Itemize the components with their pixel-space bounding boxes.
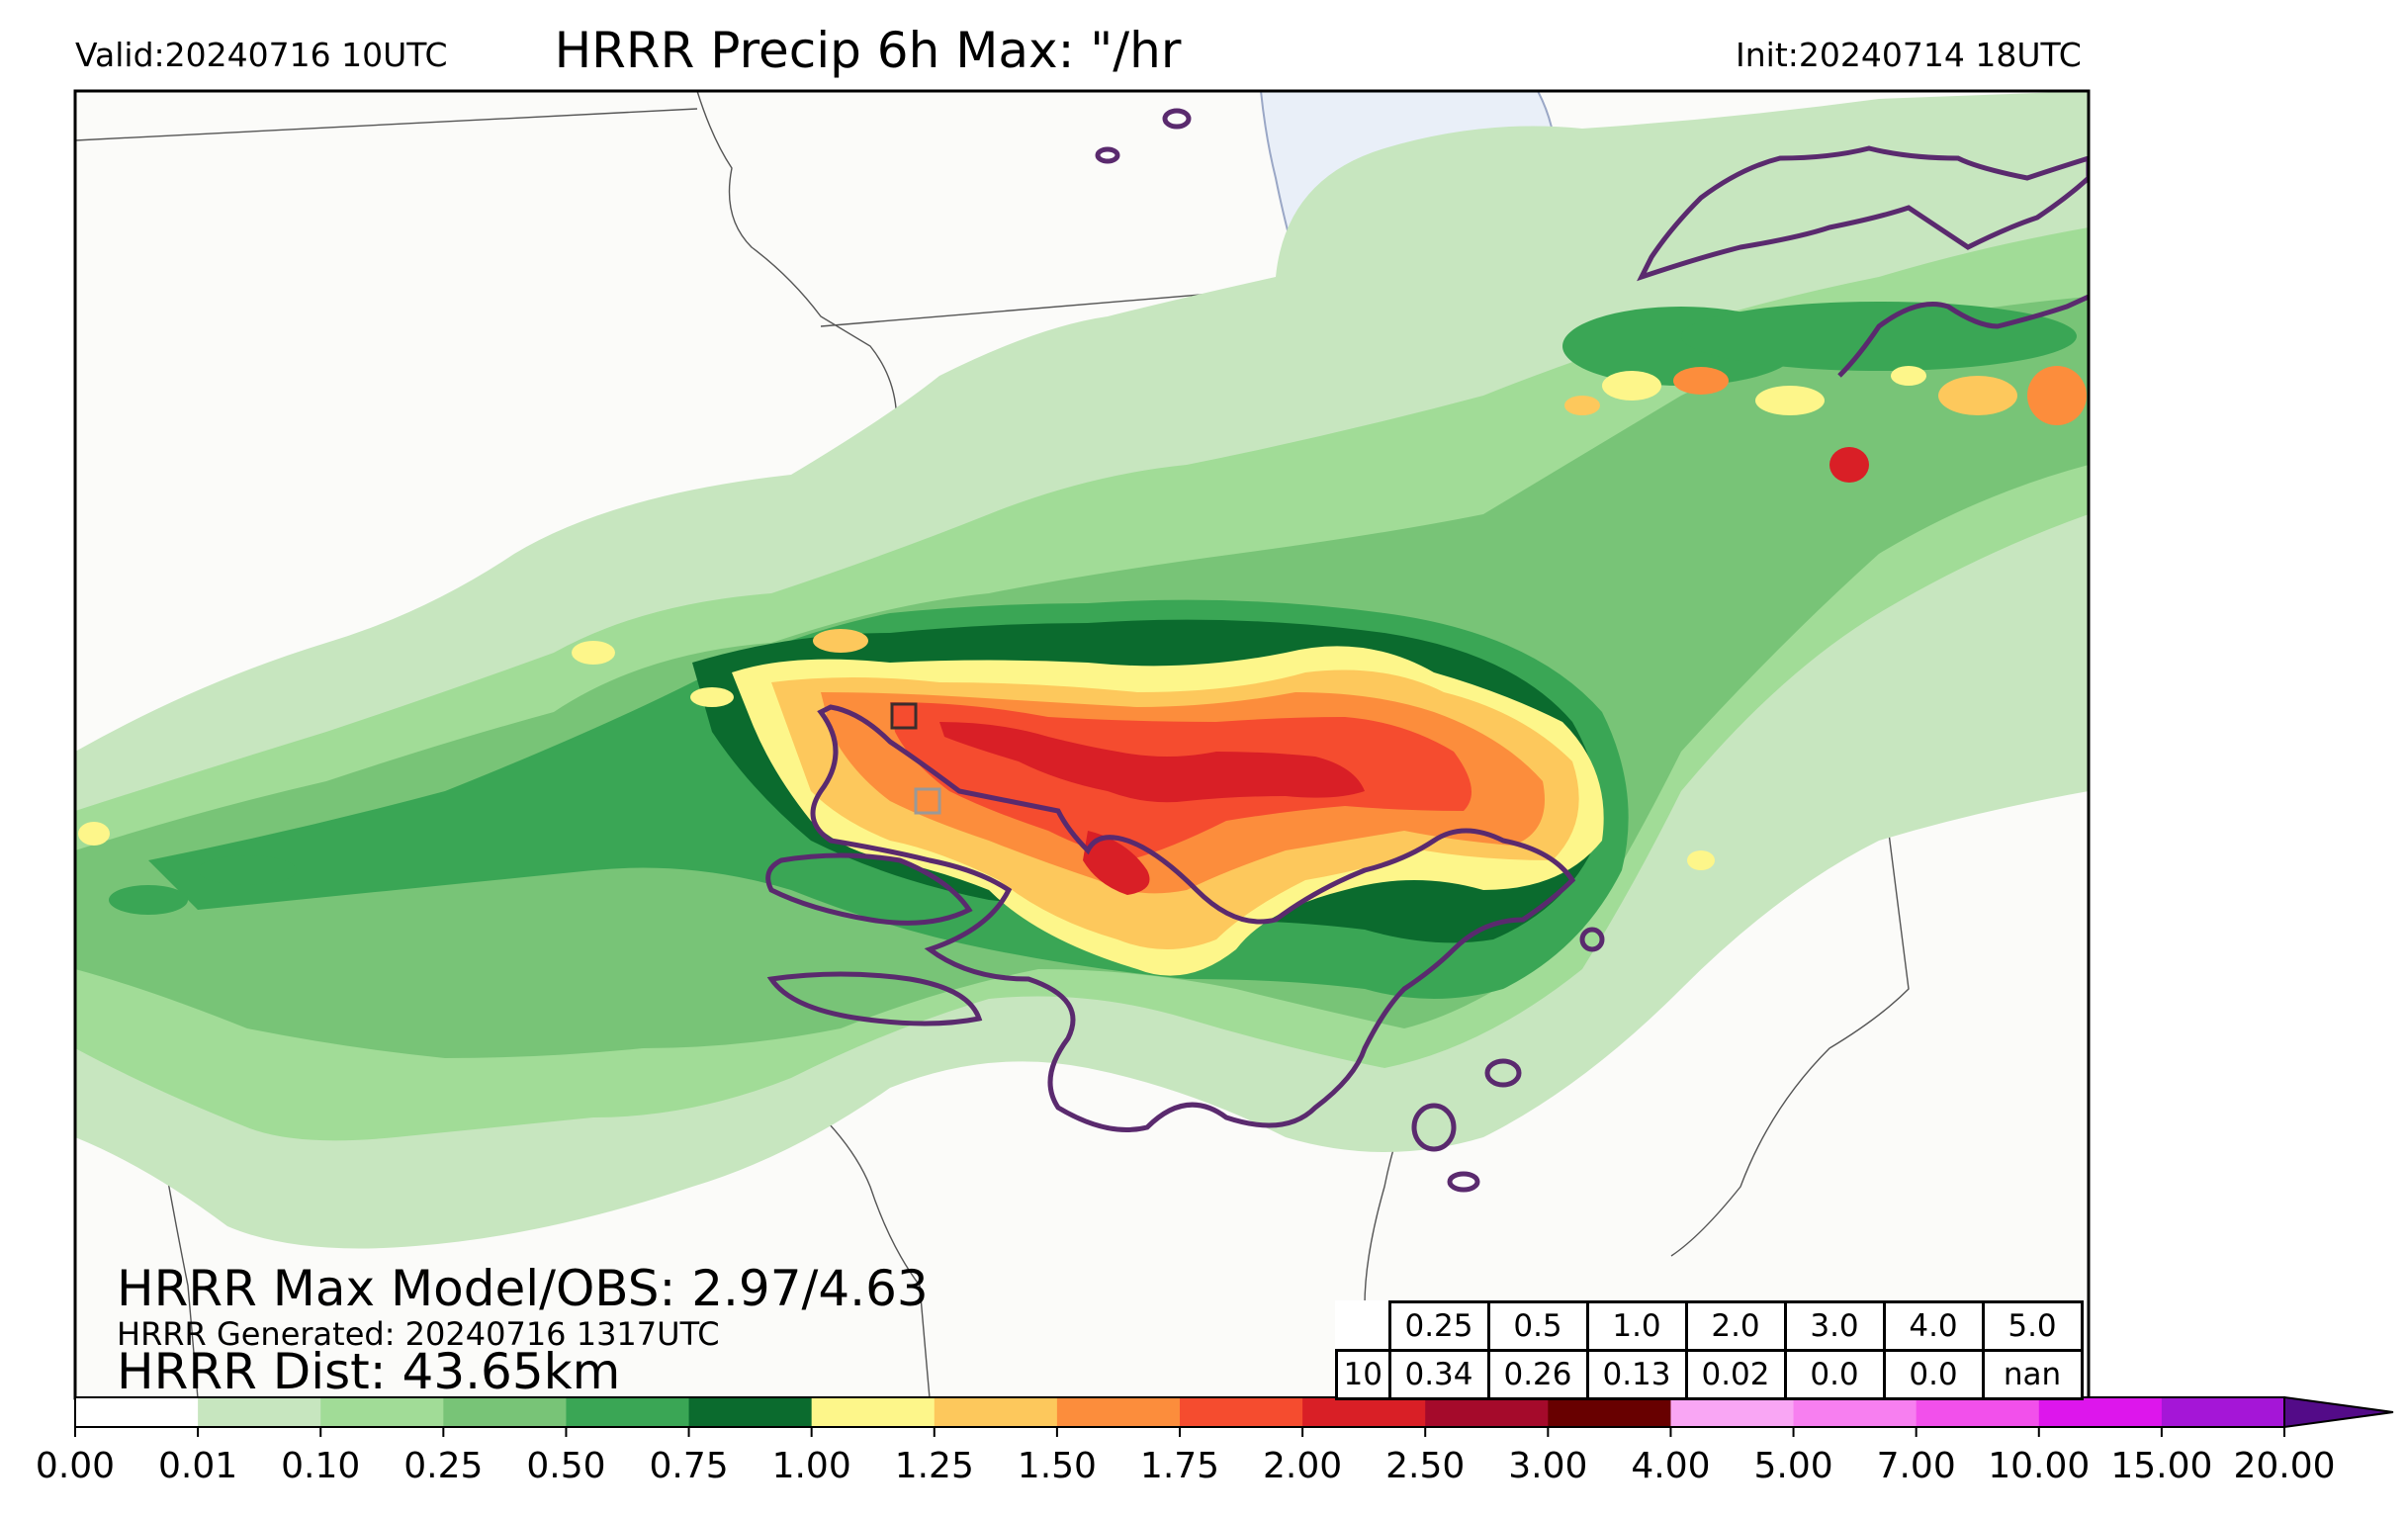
colorbar-tick-label: 3.00 (1508, 1446, 1588, 1486)
observed-contour (765, 91, 2089, 1193)
threshold-row: 0.25 0.5 1.0 2.0 3.0 4.0 5.0 (1337, 1300, 2084, 1352)
northern-band-cells (1562, 302, 2087, 483)
colorbar-swatch (1056, 1397, 1181, 1427)
threshold-cell: 0.25 (1387, 1300, 1490, 1352)
colorbar (74, 1395, 2394, 1437)
colorbar-extend-arrow (2283, 1395, 2394, 1429)
score-cell: 0.0 (1882, 1349, 1985, 1400)
threshold-cell: 5.0 (1981, 1300, 2084, 1352)
distance-label: HRRR Dist: 43.65km (117, 1343, 621, 1400)
row-label-cell: 10 (1335, 1349, 1391, 1400)
colorbar-swatch (934, 1397, 1058, 1427)
colorbar-tick-label: 7.00 (1876, 1446, 1956, 1486)
threshold-cell: 2.0 (1684, 1300, 1787, 1352)
colorbar-swatch (1302, 1397, 1426, 1427)
colorbar-swatch (1180, 1397, 1303, 1427)
colorbar-tick-label: 1.00 (771, 1446, 851, 1486)
score-cell: nan (1981, 1349, 2084, 1400)
colorbar-swatch (1425, 1397, 1549, 1427)
colorbar-tick-label: 0.75 (649, 1446, 729, 1486)
colorbar-tick-label: 10.00 (1988, 1446, 2091, 1486)
colorbar-tick-label: 0.50 (526, 1446, 606, 1486)
score-cell: 0.26 (1486, 1349, 1589, 1400)
valid-time-label: Valid:20240716 10UTC (75, 36, 448, 74)
colorbar-swatch (811, 1397, 936, 1427)
colorbar-swatch (1916, 1397, 2040, 1427)
threshold-cell: 3.0 (1783, 1300, 1886, 1352)
colorbar-tick-label: 0.01 (158, 1446, 238, 1486)
colorbar-tick-label: 0.25 (403, 1446, 484, 1486)
colorbar-tick-label: 20.00 (2233, 1446, 2336, 1486)
colorbar-tick-label: 1.25 (894, 1446, 974, 1486)
colorbar-swatch (2161, 1397, 2285, 1427)
colorbar-tick-label: 0.10 (281, 1446, 361, 1486)
max-model-obs-label: HRRR Max Model/OBS: 2.97/4.63 (117, 1260, 929, 1317)
threshold-cell: 4.0 (1882, 1300, 1985, 1352)
chart-title: HRRR Precip 6h Max: "/hr (0, 22, 2408, 79)
colorbar-tick-label: 2.50 (1385, 1446, 1466, 1486)
colorbar-tick-label: 2.00 (1263, 1446, 1343, 1486)
threshold-score-table: 0.25 0.5 1.0 2.0 3.0 4.0 5.0 10 0.34 0.2… (1335, 1300, 2084, 1400)
score-cell: 0.13 (1585, 1349, 1688, 1400)
obs-max-box (890, 702, 918, 730)
colorbar-swatch (443, 1397, 567, 1427)
colorbar-tick-label: 4.00 (1631, 1446, 1711, 1486)
init-time-label: Init:20240714 18UTC (1736, 36, 2082, 74)
map-layers (75, 91, 2089, 1398)
threshold-cell: 0.5 (1486, 1300, 1589, 1352)
colorbar-swatch (2038, 1397, 2163, 1427)
table-corner (1337, 1302, 1390, 1351)
model-max-box (914, 787, 941, 815)
colorbar-tick-label: 1.75 (1139, 1446, 1220, 1486)
threshold-cell: 1.0 (1585, 1300, 1688, 1352)
colorbar-tick-label: 5.00 (1753, 1446, 1833, 1486)
precip-shade-2.00 (939, 722, 1365, 895)
colorbar-swatch (688, 1397, 813, 1427)
generated-time-label: HRRR Generated: 20240716 1317UTC (117, 1315, 720, 1353)
score-row: 10 0.34 0.26 0.13 0.02 0.0 0.0 nan (1335, 1349, 2084, 1400)
colorbar-swatch (1548, 1397, 1671, 1427)
score-cell: 0.34 (1387, 1349, 1490, 1400)
score-cell: 0.02 (1684, 1349, 1787, 1400)
colorbar-swatch (1793, 1397, 1917, 1427)
colorbar-tick-label: 1.50 (1017, 1446, 1097, 1486)
western-cells (78, 629, 1715, 915)
colorbar-tick-label: 15.00 (2110, 1446, 2213, 1486)
colorbar-tick-label: 0.00 (35, 1446, 116, 1486)
colorbar-swatch (198, 1397, 321, 1427)
colorbar-swatch (320, 1397, 444, 1427)
score-cell: 0.0 (1783, 1349, 1886, 1400)
colorbar-swatch (1670, 1397, 1795, 1427)
chart-title-text: HRRR Precip 6h Max: "/hr (554, 22, 1182, 79)
colorbar-swatch (75, 1397, 199, 1427)
colorbar-swatch (566, 1397, 690, 1427)
